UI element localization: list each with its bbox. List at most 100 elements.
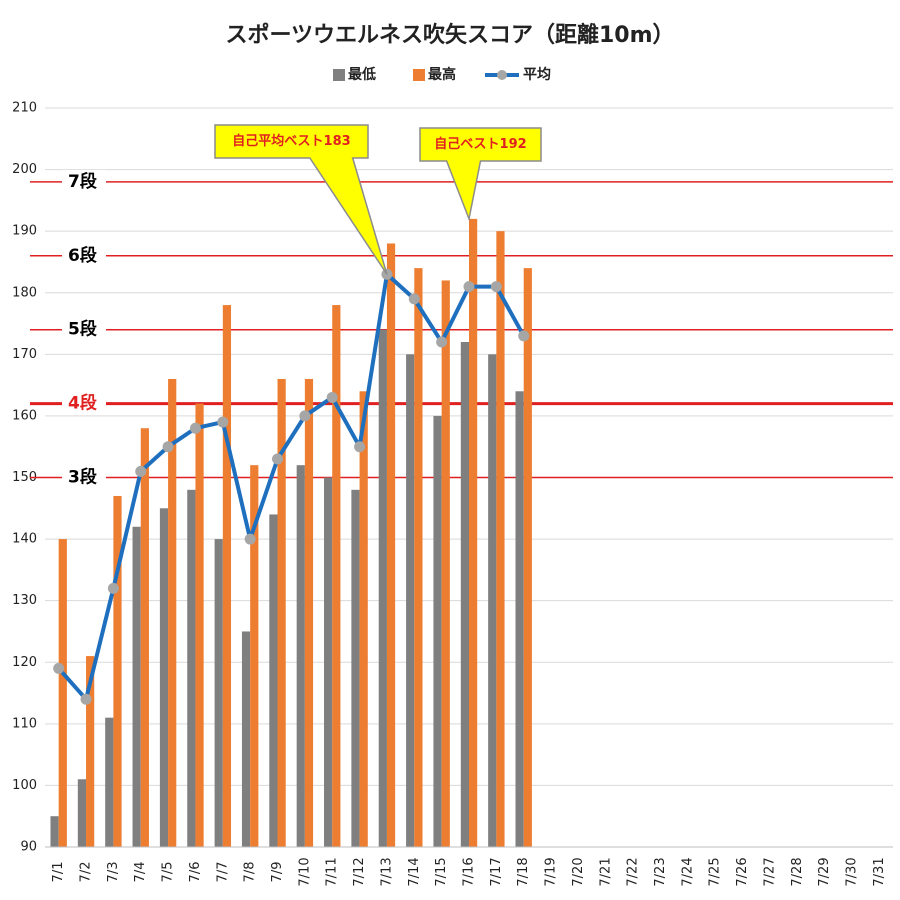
bar [515, 391, 524, 847]
bar [105, 717, 114, 847]
average-marker [244, 533, 256, 545]
legend-label: 最低 [348, 66, 376, 83]
bar [168, 378, 177, 847]
legend-label: 平均 [523, 66, 551, 83]
x-tick-label: 7/19 [544, 857, 559, 886]
y-tick-label: 110 [12, 716, 37, 731]
average-marker [408, 293, 420, 305]
x-tick-label: 7/2 [79, 862, 94, 883]
reference-label-bg [62, 169, 106, 192]
x-tick-label: 7/5 [161, 862, 176, 883]
legend-marker [497, 70, 507, 80]
x-tick-label: 7/4 [133, 862, 148, 883]
callout-text: 自己ベスト192 [434, 136, 526, 152]
x-tick-label: 7/12 [352, 857, 367, 886]
bar [406, 354, 415, 847]
reference-label: 5段 [68, 319, 97, 340]
bar [441, 280, 450, 847]
reference-label: 7段 [68, 171, 97, 192]
bar [250, 465, 259, 847]
x-tick-label: 7/24 [680, 857, 695, 886]
bar [296, 465, 305, 847]
y-tick-label: 150 [12, 470, 37, 485]
average-marker [162, 441, 174, 453]
bar [86, 656, 95, 847]
average-marker [354, 441, 366, 453]
y-tick-label: 180 [12, 285, 37, 300]
x-tick-label: 7/10 [297, 857, 312, 886]
bar [241, 631, 251, 847]
y-tick-label: 100 [12, 778, 37, 793]
x-tick-label: 7/31 [872, 857, 887, 886]
x-tick-label: 7/26 [735, 857, 750, 886]
average-marker [189, 422, 201, 434]
bar [187, 489, 196, 847]
average-marker [326, 391, 338, 403]
bar [77, 779, 87, 847]
bar [488, 354, 497, 847]
x-tick-label: 7/8 [243, 862, 258, 883]
average-marker [135, 465, 147, 477]
average-marker [463, 281, 475, 293]
average-marker [53, 662, 65, 674]
bar [414, 268, 423, 847]
average-marker [107, 582, 119, 594]
chart-title: スポーツウエルネス吹矢スコア（距離10m） [225, 22, 674, 48]
bar [469, 218, 478, 848]
y-tick-label: 130 [12, 593, 37, 608]
x-tick-label: 7/1 [51, 862, 66, 883]
callout-text: 自己平均ベスト183 [232, 133, 350, 149]
bar [58, 539, 67, 847]
x-tick-label: 7/7 [215, 862, 230, 883]
average-marker [80, 693, 92, 705]
bar [304, 378, 314, 847]
average-marker [436, 336, 448, 348]
x-tick-label: 7/6 [188, 862, 203, 883]
callout-box [419, 127, 542, 222]
bar [496, 231, 505, 847]
average-line [57, 272, 526, 702]
x-tick-label: 7/3 [106, 862, 121, 883]
x-tick-label: 7/9 [270, 862, 285, 883]
bar [132, 526, 141, 847]
reference-label: 3段 [68, 467, 97, 488]
average-marker [272, 453, 284, 465]
bar [523, 268, 532, 847]
legend-label: 最高 [428, 66, 456, 83]
average-marker [299, 410, 311, 422]
reference-label-bg [62, 391, 106, 414]
y-tick-label: 210 [12, 101, 37, 116]
legend-swatch [333, 69, 345, 81]
bar [269, 514, 278, 847]
x-tick-label: 7/23 [653, 857, 668, 886]
y-tick-label: 90 [20, 840, 37, 855]
x-tick-label: 7/28 [790, 857, 805, 886]
bar [214, 539, 223, 847]
bar [113, 495, 122, 847]
reference-label-bg [62, 317, 106, 340]
bar [222, 305, 232, 848]
x-tick-label: 7/11 [325, 857, 340, 886]
x-tick-label: 7/21 [598, 857, 613, 886]
bar [324, 477, 333, 847]
x-tick-label: 7/27 [762, 857, 777, 886]
bar [159, 508, 169, 847]
average-marker [518, 330, 530, 342]
x-tick-label: 7/17 [489, 857, 504, 886]
y-tick-label: 160 [12, 408, 37, 423]
bar [359, 391, 368, 847]
x-tick-label: 7/18 [516, 857, 531, 886]
y-tick-label: 140 [12, 532, 37, 547]
reference-label-bg [62, 465, 106, 488]
bar [332, 305, 341, 848]
bar [140, 428, 149, 847]
reference-label-bg [62, 243, 106, 266]
x-tick-label: 7/29 [817, 857, 832, 886]
x-tick-label: 7/25 [708, 857, 723, 886]
bar [460, 342, 469, 847]
callout-box [214, 124, 388, 275]
average-marker [217, 416, 229, 428]
y-tick-label: 200 [12, 162, 37, 177]
x-tick-label: 7/22 [626, 857, 641, 886]
